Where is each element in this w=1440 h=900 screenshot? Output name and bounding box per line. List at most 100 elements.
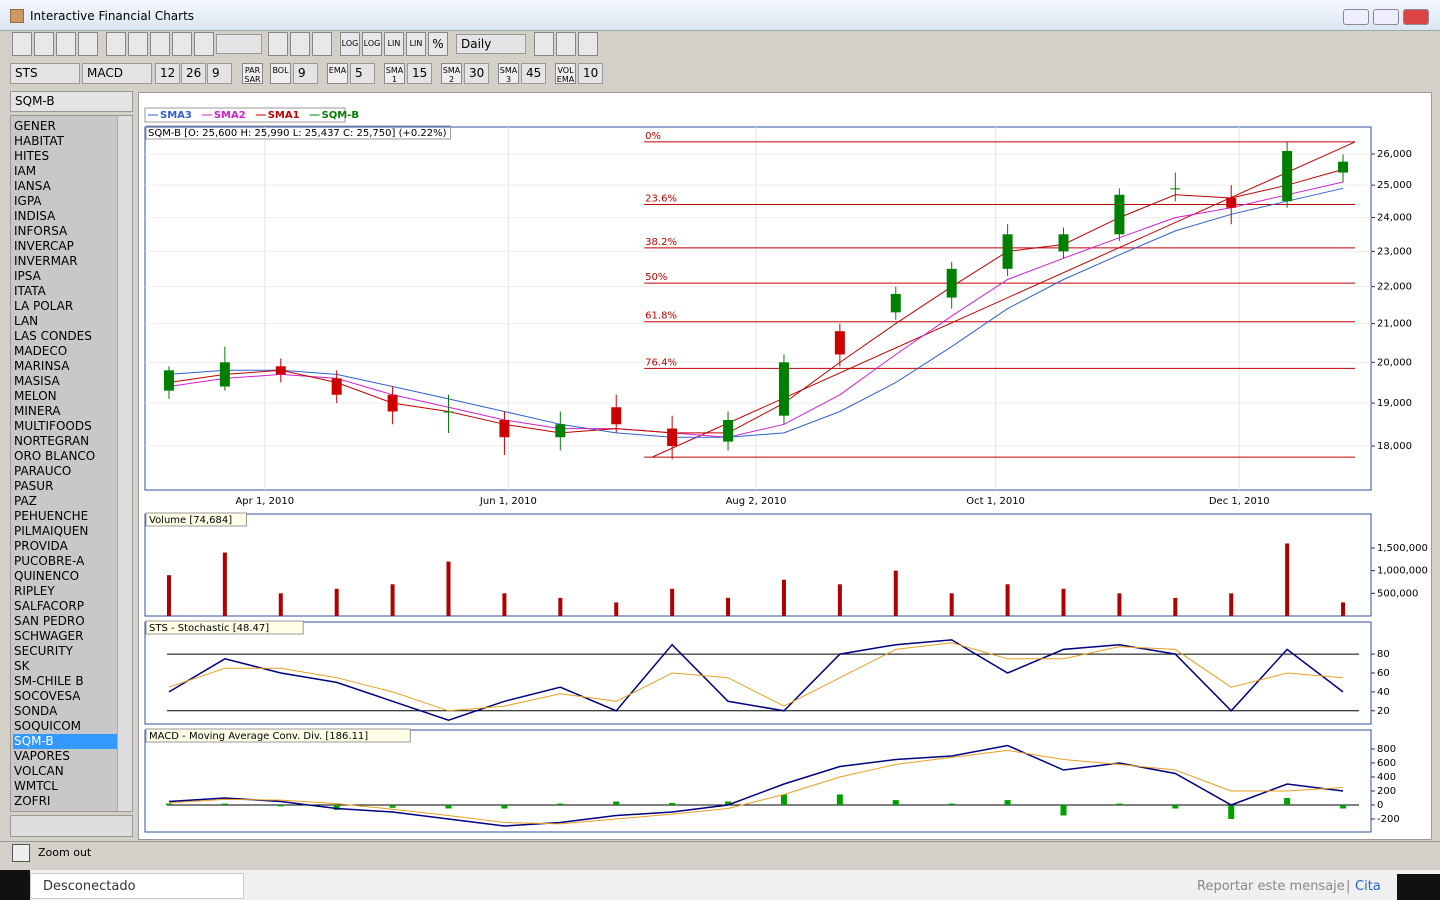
tool-button[interactable] [150, 32, 170, 56]
tool-button[interactable] [106, 32, 126, 56]
report-link[interactable]: Reportar este mensaje [1197, 879, 1345, 894]
symbol-item[interactable]: PEHUENCHE [14, 509, 89, 523]
period-select[interactable]: Daily [456, 34, 526, 54]
dropdown[interactable] [216, 34, 262, 54]
symbol-item[interactable]: SM-CHILE B [14, 674, 84, 688]
tool-button[interactable] [290, 32, 310, 56]
quote-link[interactable]: Cita [1355, 879, 1381, 894]
setting-field[interactable]: 45 [521, 63, 546, 84]
symbol-select[interactable]: STS [10, 63, 80, 84]
log-button[interactable]: LOG [340, 32, 360, 56]
symbol-item[interactable]: SCHWAGER [14, 629, 84, 643]
symbol-item[interactable]: RIPLEY [14, 584, 55, 598]
setting-field[interactable]: 9 [293, 63, 318, 84]
symbol-item[interactable]: PAZ [14, 494, 37, 508]
symbol-item[interactable]: LAS CONDES [14, 329, 92, 343]
zoom-icon[interactable] [12, 844, 30, 862]
symbol-item[interactable]: ORO BLANCO [14, 449, 96, 463]
tool-button[interactable] [172, 32, 192, 56]
symbol-item[interactable]: LAN [14, 314, 39, 328]
close-button[interactable] [1403, 9, 1429, 25]
chart-area [138, 92, 1432, 840]
symbol-item[interactable]: IGPA [14, 194, 42, 208]
param-field[interactable]: 26 [181, 63, 206, 84]
setting-button[interactable]: EMA [327, 63, 348, 84]
symbol-item[interactable]: SALFACORP [14, 599, 84, 613]
symbol-item[interactable]: IAM [14, 164, 37, 178]
symbol-item[interactable]: NORTEGRAN [14, 434, 90, 448]
param-field[interactable]: 9 [207, 63, 232, 84]
tool-button[interactable] [12, 32, 32, 56]
symbol-item[interactable]: ZOFRI [14, 794, 51, 808]
symbol-item[interactable]: IANSA [14, 179, 51, 193]
symbol-item[interactable]: QUINENCO [14, 569, 80, 583]
setting-field[interactable]: 30 [464, 63, 489, 84]
setting-button[interactable]: BOL [270, 63, 291, 84]
oscillator-select[interactable]: MACD [82, 63, 152, 84]
setting-button[interactable]: PAR SAR [242, 63, 263, 84]
percent-button[interactable]: % [428, 32, 448, 56]
setting-button[interactable]: SMA 3 [498, 63, 519, 84]
symbol-item[interactable]: SK [14, 659, 30, 673]
scrollbar[interactable] [117, 116, 132, 811]
symbol-item[interactable]: PILMAIQUEN [14, 524, 89, 538]
tool-button[interactable] [194, 32, 214, 56]
setting-field[interactable]: 5 [350, 63, 375, 84]
symbol-item[interactable]: MELON [14, 389, 57, 403]
tool-button[interactable] [578, 32, 598, 56]
tool-button[interactable] [34, 32, 54, 56]
symbol-item[interactable]: MULTIFOODS [14, 419, 92, 433]
lin-button[interactable]: LIN [384, 32, 404, 56]
symbol-item[interactable]: INVERMAR [14, 254, 78, 268]
symbol-item[interactable]: PARAUCO [14, 464, 72, 478]
setting-button[interactable]: SMA 2 [441, 63, 462, 84]
setting-button[interactable]: VOL EMA [555, 63, 576, 84]
setting-button[interactable]: SMA 1 [384, 63, 405, 84]
symbol-item[interactable]: INDISA [14, 209, 56, 223]
param-field[interactable]: 12 [155, 63, 180, 84]
maximize-button[interactable] [1373, 9, 1399, 25]
symbol-item[interactable]: MINERA [14, 404, 61, 418]
tool-button[interactable] [128, 32, 148, 56]
symbol-item[interactable]: SAN PEDRO [14, 614, 85, 628]
symbol-item[interactable]: SONDA [14, 704, 58, 718]
symbol-item[interactable]: INFORSA [14, 224, 68, 238]
setting-field[interactable]: 10 [578, 63, 603, 84]
symbol-item[interactable]: SOQUICOM [14, 719, 82, 733]
lin-button[interactable]: LIN [406, 32, 426, 56]
symbol-item[interactable]: INVERCAP [14, 239, 74, 253]
symbol-item[interactable]: SECURITY [14, 644, 73, 658]
symbol-item[interactable]: SQM-B [13, 734, 117, 749]
tool-button[interactable] [556, 32, 576, 56]
tool-button[interactable] [268, 32, 288, 56]
symbol-item[interactable]: VOLCAN [14, 764, 64, 778]
tool-button[interactable] [56, 32, 76, 56]
tool-button[interactable] [534, 32, 554, 56]
search-field[interactable]: SQM-B [10, 91, 133, 112]
symbol-item[interactable]: LA POLAR [14, 299, 74, 313]
tool-button[interactable] [78, 32, 98, 56]
symbol-item[interactable]: WMTCL [14, 779, 58, 793]
symbol-item[interactable]: SOCOVESA [14, 689, 81, 703]
symbol-item[interactable]: MASISA [14, 374, 60, 388]
corner [0, 870, 30, 900]
minimize-button[interactable] [1343, 9, 1369, 25]
symbol-item[interactable]: IPSA [14, 269, 41, 283]
symbol-item[interactable]: MARINSA [14, 359, 70, 373]
symbol-item[interactable]: HABITAT [14, 134, 65, 148]
message-bar: Desconectado Reportar este mensaje | Cit… [0, 870, 1440, 900]
symbol-item[interactable]: ITATA [14, 284, 46, 298]
symbol-item[interactable]: PROVIDA [14, 539, 68, 553]
symbol-item[interactable]: PUCOBRE-A [14, 554, 85, 568]
log-button[interactable]: LOG [362, 32, 382, 56]
symbol-item[interactable]: HITES [14, 149, 50, 163]
symbol-item[interactable]: PASUR [14, 479, 54, 493]
symbol-item[interactable]: MADECO [14, 344, 68, 358]
symbol-item[interactable]: VAPORES [14, 749, 70, 763]
tool-button[interactable] [312, 32, 332, 56]
separator: | [1346, 879, 1351, 894]
symbol-item[interactable]: GENER [14, 119, 56, 133]
setting-field[interactable]: 15 [407, 63, 432, 84]
